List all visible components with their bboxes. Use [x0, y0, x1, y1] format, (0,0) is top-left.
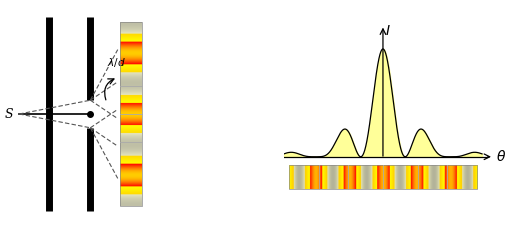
Bar — [289, 166, 477, 189]
Text: S: S — [5, 108, 14, 121]
Bar — [121, 23, 142, 206]
Text: $I$: $I$ — [385, 24, 391, 38]
Text: $\theta$: $\theta$ — [496, 149, 506, 164]
Text: $\lambda/d$: $\lambda/d$ — [107, 56, 126, 69]
